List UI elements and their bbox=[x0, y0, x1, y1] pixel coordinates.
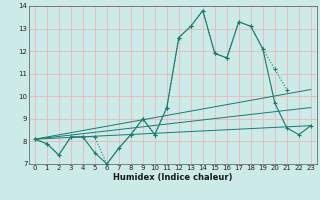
X-axis label: Humidex (Indice chaleur): Humidex (Indice chaleur) bbox=[113, 173, 233, 182]
